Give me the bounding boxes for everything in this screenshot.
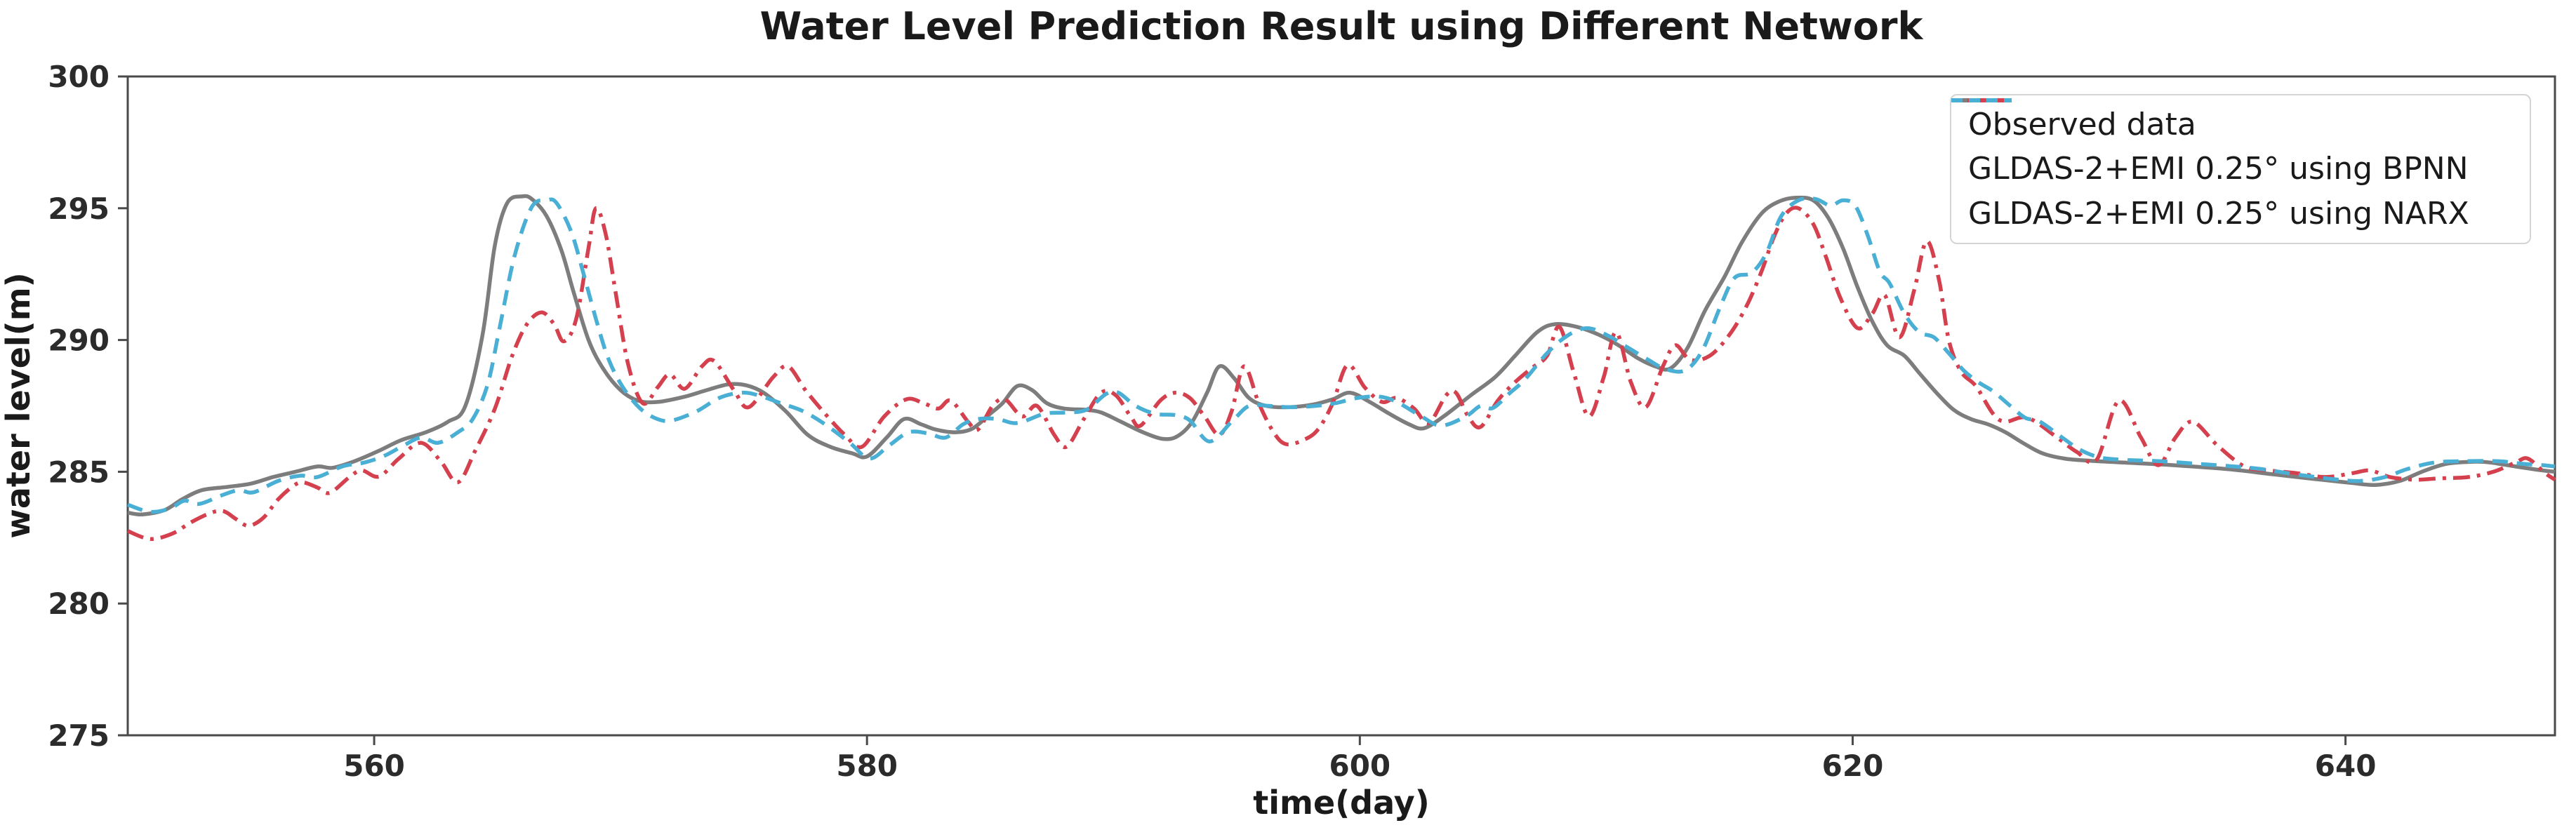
legend-item: Observed data bbox=[1951, 98, 2530, 147]
x-tick-label: 620 bbox=[1822, 749, 1884, 783]
series-line-1 bbox=[126, 206, 2556, 541]
x-axis-label: time(day) bbox=[1253, 784, 1429, 822]
y-axis-label: water level(m) bbox=[0, 272, 37, 538]
y-tick-label: 300 bbox=[48, 60, 109, 94]
x-tick-label: 560 bbox=[343, 749, 405, 783]
y-tick-label: 295 bbox=[48, 192, 109, 226]
legend-item: GLDAS-2+EMI 0.25° using BPNN bbox=[1951, 98, 2530, 191]
legend-label: GLDAS-2+EMI 0.25° using BPNN bbox=[1968, 151, 2469, 187]
y-tick-label: 275 bbox=[48, 718, 109, 753]
legend-swatch-line-icon bbox=[1951, 98, 2012, 102]
series-line-2 bbox=[127, 196, 2556, 514]
legend: Observed data GLDAS-2+EMI 0.25° using BPN… bbox=[1950, 94, 2531, 244]
x-tick-label: 580 bbox=[836, 749, 898, 783]
y-tick-label: 280 bbox=[48, 587, 109, 621]
legend-item: GLDAS-2+EMI 0.25° using NARX bbox=[1951, 98, 2530, 235]
series-line-0 bbox=[127, 194, 2556, 517]
x-tick-label: 640 bbox=[2315, 749, 2377, 783]
chart-title: Water Level Prediction Result using Diff… bbox=[760, 4, 1924, 48]
y-tick-label: 285 bbox=[48, 455, 109, 489]
y-tick-label: 290 bbox=[48, 323, 109, 358]
legend-label: GLDAS-2+EMI 0.25° using NARX bbox=[1968, 195, 2469, 232]
x-tick-label: 600 bbox=[1329, 749, 1390, 783]
legend-label: Observed data bbox=[1968, 107, 2196, 143]
